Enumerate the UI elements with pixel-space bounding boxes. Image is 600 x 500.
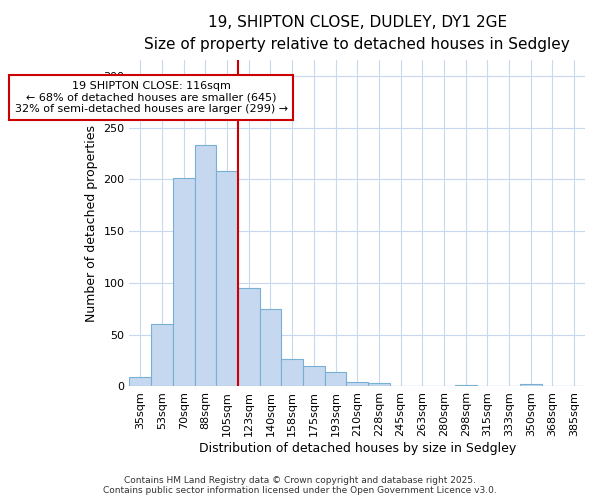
X-axis label: Distribution of detached houses by size in Sedgley: Distribution of detached houses by size … <box>199 442 516 455</box>
Bar <box>216 171 238 386</box>
Y-axis label: Number of detached properties: Number of detached properties <box>85 125 98 322</box>
Bar <box>130 377 151 386</box>
Bar <box>303 366 325 386</box>
Bar <box>325 372 346 386</box>
Bar <box>281 358 303 386</box>
Title: 19, SHIPTON CLOSE, DUDLEY, DY1 2GE
Size of property relative to detached houses : 19, SHIPTON CLOSE, DUDLEY, DY1 2GE Size … <box>145 15 570 52</box>
Bar <box>151 324 173 386</box>
Bar <box>346 382 368 386</box>
Bar <box>260 309 281 386</box>
Bar <box>238 288 260 386</box>
Bar <box>368 384 390 386</box>
Bar <box>173 178 194 386</box>
Bar <box>194 145 216 386</box>
Bar <box>520 384 542 386</box>
Text: 19 SHIPTON CLOSE: 116sqm
← 68% of detached houses are smaller (645)
32% of semi-: 19 SHIPTON CLOSE: 116sqm ← 68% of detach… <box>14 81 287 114</box>
Text: Contains HM Land Registry data © Crown copyright and database right 2025.
Contai: Contains HM Land Registry data © Crown c… <box>103 476 497 495</box>
